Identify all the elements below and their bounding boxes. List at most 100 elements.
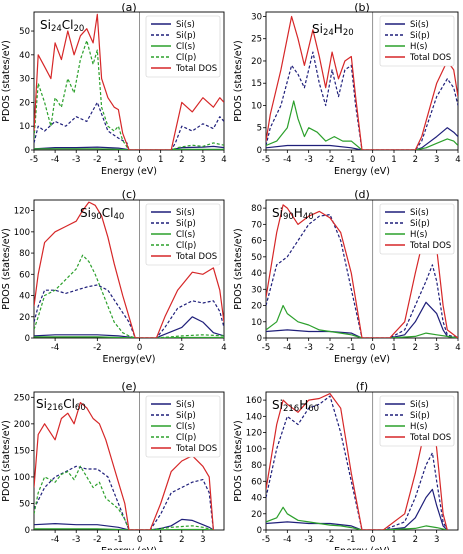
legend-entry: Si(p): [176, 219, 196, 229]
y-tick-label: 150: [14, 446, 30, 456]
y-tick-label: 160: [246, 396, 262, 406]
x-tick-label: -1: [114, 535, 122, 545]
y-tick-label: 20: [19, 313, 30, 323]
y-tick-label: 40: [251, 494, 262, 504]
legend-entry: Cl(p): [176, 241, 196, 251]
y-tick-label: 100: [14, 473, 30, 483]
x-tick-label: 2: [179, 155, 184, 165]
panel-formula: Si90Cl40: [80, 206, 124, 222]
y-tick-label: 30: [19, 75, 30, 85]
x-tick-label: -4: [51, 535, 59, 545]
x-tick-label: -1: [347, 343, 355, 353]
legend-entry: Si(s): [176, 20, 195, 30]
x-tick-label: 4: [221, 343, 226, 353]
x-tick-label: 4: [455, 155, 460, 165]
series-line-si-p: [34, 284, 224, 338]
y-tick-label: 20: [19, 98, 30, 108]
x-tick-label: -2: [93, 535, 101, 545]
y-tick-label: 50: [19, 499, 30, 509]
x-tick-label: -1: [114, 155, 122, 165]
y-tick-label: 30: [251, 285, 262, 295]
legend-entry: Total DOS: [175, 64, 217, 74]
x-tick-label: 4: [221, 155, 226, 165]
legend-entry: Cl(p): [176, 53, 196, 63]
x-tick-label: 2: [413, 155, 418, 165]
panel-letter: (a): [121, 1, 136, 14]
x-tick-label: 3: [200, 535, 205, 545]
legend-entry: Si(s): [410, 400, 429, 410]
x-tick-label: -4: [51, 343, 59, 353]
legend-entry: H(s): [410, 42, 427, 52]
y-tick-label: 0: [25, 146, 30, 156]
series-line-h-s: [266, 506, 448, 530]
panel-e: (e) -4 -3 -2 -1 0 1 2 3 0 50 100 150 200 250 Energy (eV…: [1, 380, 225, 554]
x-axis-label: Energy (eV): [101, 546, 157, 550]
x-tick-label: 0: [137, 343, 142, 353]
y-tick-label: 100: [14, 228, 30, 238]
panel-letter: (c): [122, 188, 137, 201]
series-line-total-dos: [34, 201, 224, 338]
x-tick-label: -3: [304, 343, 312, 353]
x-tick-label: -4: [283, 155, 291, 165]
legend: Si(s)Si(p)Cl(s)Cl(p)Total DOS: [145, 203, 221, 266]
y-tick-label: 30: [251, 12, 262, 22]
y-axis-label: PDOS (states/eV): [233, 420, 244, 502]
panel-formula: Si90H40: [272, 206, 314, 222]
y-tick-label: 60: [19, 270, 30, 280]
y-tick-label: 10: [19, 122, 30, 132]
panel-b: (b) -5 -4 -3 -2 -1 0 1 2 3 4 0 5 10 15 20 25 30 Energy (eV…: [233, 1, 461, 177]
y-tick-label: 25: [251, 35, 262, 45]
legend-box: [379, 203, 455, 255]
series-line-si-p: [266, 51, 458, 150]
y-axis-label: PDOS (states/eV): [1, 228, 12, 310]
y-axis-label: PDOS (states/eV): [1, 420, 12, 502]
y-tick-label: 100: [246, 445, 262, 455]
legend-entry: H(s): [410, 230, 427, 240]
y-tick-label: 5: [257, 124, 262, 134]
x-tick-label: -2: [93, 155, 101, 165]
x-tick-label: -3: [304, 155, 312, 165]
y-tick-label: 0: [25, 526, 30, 536]
x-tick-label: -1: [347, 155, 355, 165]
legend-entry: Total DOS: [409, 241, 451, 251]
y-tick-label: 20: [251, 302, 262, 312]
y-tick-label: 0: [257, 526, 262, 536]
legend-entry: Si(p): [410, 219, 430, 229]
series-line-si-s: [34, 316, 224, 338]
legend-entry: Si(s): [410, 208, 429, 218]
panel-c: (c)-4 -2 0 2 4020406080100120Energy(eV)PDOS …: [1, 188, 227, 365]
y-tick-label: 0: [25, 334, 30, 344]
y-tick-label: 200: [14, 420, 30, 430]
x-tick-label: 2: [413, 343, 418, 353]
y-tick-label: 10: [251, 101, 262, 111]
y-tick-label: 0: [257, 146, 262, 156]
y-tick-label: 70: [251, 220, 262, 230]
x-tick-label: -5: [262, 343, 270, 353]
x-tick-label: 0: [137, 155, 142, 165]
series-line-si-s: [34, 518, 214, 530]
series-line-total-dos: [34, 13, 224, 150]
y-tick-label: 120: [246, 429, 262, 439]
x-axis-label: Energy (eV): [334, 166, 390, 177]
series-line-si-p: [34, 101, 224, 150]
y-tick-label: 120: [14, 207, 30, 217]
legend-entry: Si(s): [176, 208, 195, 218]
legend-entry: Total DOS: [409, 433, 451, 443]
legend: Si(s)Si(p)H(s)Total DOS: [379, 395, 455, 447]
panel-d: (d)-5 -4 -3 -2 -1 0 1 2 3 401020304050607080Energ…: [233, 188, 461, 365]
x-tick-label: -2: [93, 343, 101, 353]
legend-entry: Si(s): [176, 400, 195, 410]
y-axis-label: PDOS (states/eV): [1, 40, 12, 122]
y-tick-label: 250: [14, 393, 30, 403]
legend-entry: Total DOS: [175, 252, 217, 262]
legend-entry: Total DOS: [409, 53, 451, 63]
panel-formula: Si24H20: [312, 22, 354, 38]
x-tick-label: 2: [179, 535, 184, 545]
x-tick-label: 1: [158, 535, 163, 545]
y-tick-label: 60: [251, 237, 262, 247]
y-axis-label: PDOS (states/eV): [233, 40, 244, 122]
panel-letter: (f): [356, 380, 368, 393]
y-axis-label: PDOS (states/eV): [233, 228, 244, 310]
x-axis-label: Energy(eV): [102, 354, 155, 365]
